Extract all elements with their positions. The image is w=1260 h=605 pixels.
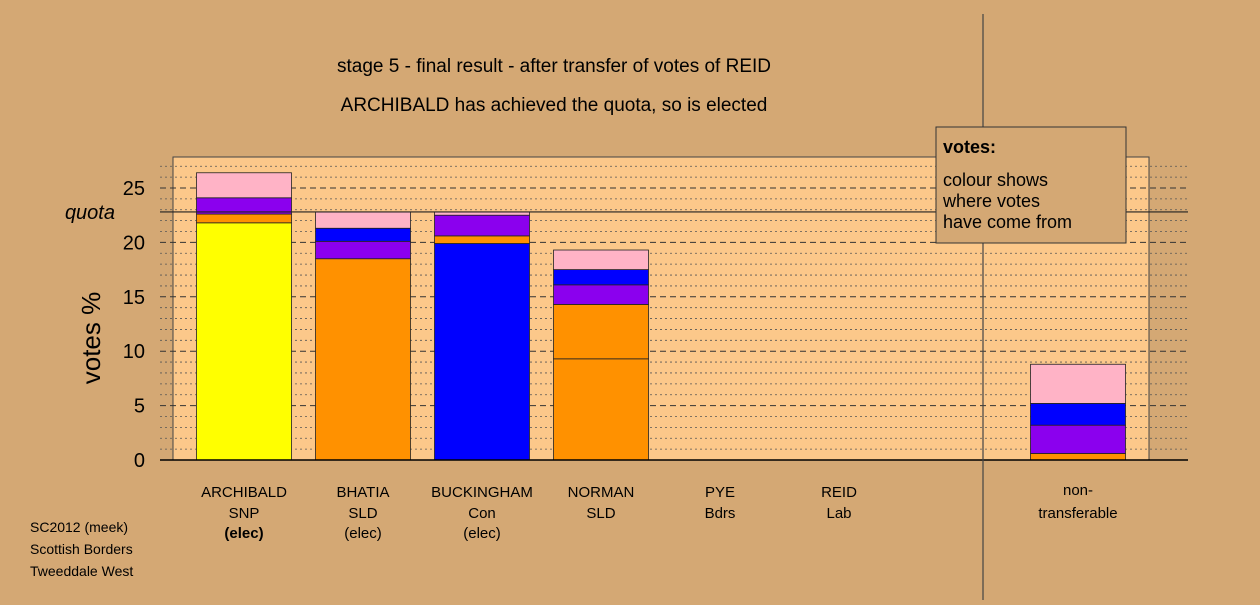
y-tick-label: 10 [123,341,145,363]
bar-non-transferable-segment [1030,453,1126,461]
bar-norman-segment [553,284,649,305]
legend-box [935,126,1127,244]
quota-label: quota [65,202,115,224]
bar-archibald-segment [196,172,292,199]
y-tick-label: 5 [134,396,145,418]
footer-line-3: Tweeddale West [30,563,134,579]
footer-line-2: Scottish Borders [30,541,133,557]
candidate-status-label: (elec) [344,525,382,542]
candidate-party-label: Con [468,505,496,522]
y-tick-label: 20 [123,232,145,254]
bar-norman-segment [553,358,649,461]
candidate-name-label: BUCKINGHAM [431,484,533,501]
y-axis-label: votes % [76,292,106,385]
bar-archibald-segment [196,222,292,461]
non-transferable-label: non- [1063,482,1093,499]
candidate-name-label: REID [821,484,857,501]
legend-text-line: colour shows [943,170,1048,190]
y-tick-label: 0 [134,450,145,472]
legend-text-line: have come from [943,212,1072,232]
bar-norman-segment [553,304,649,360]
legend-title: votes: [943,137,996,157]
bar-buckingham-segment [434,235,530,244]
bar-norman-segment [553,269,649,286]
candidate-status-label: (elec) [224,525,263,542]
bar-archibald-segment [196,213,292,224]
chart-title: stage 5 - final result - after transfer … [337,56,771,77]
non-transferable-label: transferable [1038,505,1117,522]
bars [196,172,1126,461]
bar-bhatia-segment [315,211,411,229]
bar-buckingham-segment [434,243,530,461]
bar-non-transferable-segment [1030,403,1126,426]
candidate-party-label: Lab [826,505,851,522]
bar-norman-segment [553,249,649,271]
candidate-name-label: PYE [705,484,735,501]
candidate-name-label: NORMAN [568,484,635,501]
footer-line-1: SC2012 (meek) [30,519,129,535]
y-tick-label: 25 [123,178,145,200]
legend-text-line: where votes [942,191,1040,211]
candidate-name-label: BHATIA [336,484,389,501]
candidate-party-label: Bdrs [705,505,736,522]
candidate-status-label: (elec) [463,525,501,542]
bar-bhatia-segment [315,258,411,461]
bar-bhatia-segment [315,227,411,242]
bar-buckingham-segment [434,214,530,237]
y-tick-label: 15 [123,287,145,309]
candidate-party-label: SLD [348,505,377,522]
candidate-party-label: SNP [229,505,260,522]
candidate-name-label: ARCHIBALD [201,484,287,501]
footer-note: SC2012 (meek) Scottish Borders Tweeddale… [30,516,133,582]
bar-non-transferable-segment [1030,363,1126,404]
bar-non-transferable-segment [1030,424,1126,454]
candidate-party-label: SLD [586,505,615,522]
bar-bhatia-segment [315,240,411,260]
chart-subtitle: ARCHIBALD has achieved the quota, so is … [341,95,768,116]
